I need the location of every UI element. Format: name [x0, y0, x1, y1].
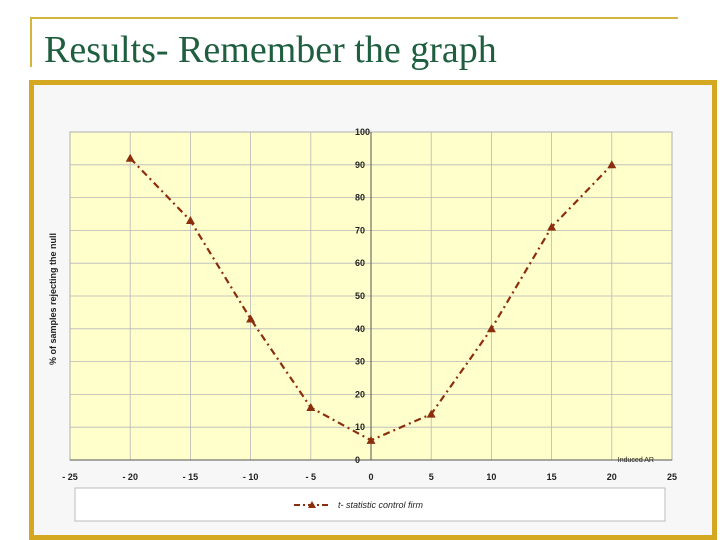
x-tick-label: - 15: [183, 472, 199, 482]
series-group: [125, 153, 617, 444]
x-tick-label: - 10: [243, 472, 259, 482]
x-tick-label: 10: [486, 472, 496, 482]
y-tick-label: 50: [355, 291, 365, 301]
x-tick-label: 15: [547, 472, 557, 482]
data-point-marker: [246, 314, 256, 323]
data-point-marker: [607, 160, 617, 169]
title-frame-top: [30, 17, 678, 19]
y-axis-label: % of samples rejecting the null: [48, 233, 58, 365]
data-point-marker: [185, 216, 195, 225]
x-tick-label: 25: [667, 472, 677, 482]
y-tick-label: 30: [355, 357, 365, 367]
x-tick-label: 5: [429, 472, 434, 482]
x-tick-label: 20: [607, 472, 617, 482]
y-tick-label: 90: [355, 160, 365, 170]
title-frame-left: [30, 17, 32, 67]
y-tick-label: 20: [355, 389, 365, 399]
y-tick-label: 100: [355, 127, 370, 137]
y-tick-label: 10: [355, 422, 365, 432]
x-tick-labels: - 25 - 20 - 15 - 10 - 5 0 5 10 15 20 25: [62, 472, 677, 482]
y-tick-label: 40: [355, 324, 365, 334]
y-tick-label: 0: [355, 455, 360, 465]
y-tick-labels: 0 10 20 30 40 50 60 70 80 90 100: [355, 127, 370, 465]
y-tick-label: 80: [355, 193, 365, 203]
legend: t- statistic control firm: [294, 500, 424, 510]
data-point-marker: [366, 435, 376, 444]
data-point-marker: [426, 409, 436, 418]
data-point-marker: [125, 153, 135, 162]
data-point-marker: [306, 403, 316, 412]
legend-label: t- statistic control firm: [338, 500, 424, 510]
grid-lines: [69, 131, 673, 461]
x-axis-label: Induced AR: [618, 457, 654, 464]
legend-marker-swatch: [308, 501, 316, 508]
y-tick-label: 60: [355, 258, 365, 268]
legend-box: [74, 487, 666, 522]
data-point-marker: [486, 324, 496, 333]
x-tick-label: - 20: [122, 472, 138, 482]
x-tick-label: - 5: [306, 472, 317, 482]
y-tick-label: 70: [355, 225, 365, 235]
x-tick-label: 0: [368, 472, 373, 482]
x-tick-label: - 25: [62, 472, 78, 482]
slide-title: Results- Remember the graph: [44, 29, 497, 71]
data-point-marker: [547, 222, 557, 231]
